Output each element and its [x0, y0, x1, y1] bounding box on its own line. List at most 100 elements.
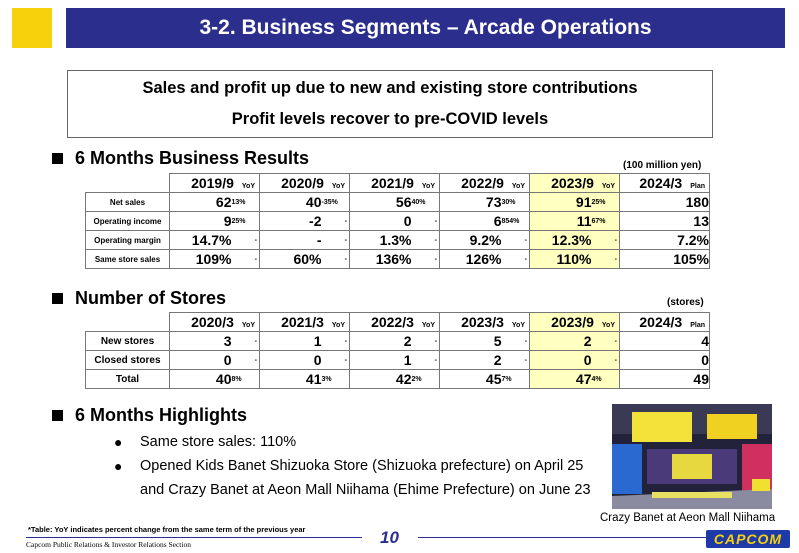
results-heading-text: 6 Months Business Results — [75, 148, 310, 168]
value-cell: 56 — [349, 192, 412, 212]
value-cell: 47 — [529, 369, 592, 389]
period-header-cell: 2024/3 Plan — [619, 173, 710, 193]
plan-label: Plan — [690, 183, 705, 190]
corner-square — [12, 8, 52, 48]
value-cell: 109% — [169, 249, 232, 269]
page-title: 3-2. Business Segments – Arcade Operatio… — [66, 8, 785, 48]
yoy-cell: 25% — [231, 211, 260, 231]
yoy-cell: - — [411, 350, 440, 370]
period-label: 2022/9 — [461, 175, 504, 191]
period-header-cell: 2023/9 YoY — [529, 312, 620, 332]
value-cell: 126% — [439, 249, 502, 269]
period-label: 2023/3 — [461, 314, 504, 330]
yoy-cell: - — [591, 230, 620, 250]
value-cell: 110% — [529, 249, 592, 269]
yoy-cell: - — [411, 331, 440, 351]
period-label: 2023/9 — [551, 175, 594, 191]
yoy-cell: 25% — [591, 192, 620, 212]
yoy-cell: - — [591, 350, 620, 370]
period-label: 2020/3 — [191, 314, 234, 330]
value-cell: 14.7% — [169, 230, 232, 250]
yoy-cell: 8% — [231, 369, 260, 389]
stores-table: 2020/3 YoY 2021/3 YoY 2022/3 YoY 2023/3 YoY 2023… — [85, 312, 710, 389]
plan-value-cell: 7.2% — [619, 230, 710, 250]
bullet-dot-icon: ● — [114, 434, 123, 450]
table-row: Operating margin 14.7% - - -1.3% -9.2% -12.3% -… — [85, 230, 710, 250]
yoy-cell: - — [411, 249, 440, 269]
table-row: Net sales 62 13% 40 -35% 56 40% 73 30% 91 25% 180 — [85, 192, 710, 212]
yoy-cell: - — [231, 350, 260, 370]
value-cell: 45 — [439, 369, 502, 389]
value-cell: 41 — [259, 369, 322, 389]
photo-caption: Crazy Banet at Aeon Mall Niihama — [600, 512, 776, 524]
period-label: 2021/9 — [371, 175, 414, 191]
period-header-cell: 2021/3 YoY — [259, 312, 350, 332]
yoy-cell: 4% — [591, 369, 620, 389]
value-cell: 2 — [349, 331, 412, 351]
value-cell: 91 — [529, 192, 592, 212]
value-cell: 5 — [439, 331, 502, 351]
row-label: Total — [85, 369, 170, 389]
yoy-cell: - — [411, 211, 440, 231]
results-table: 2019/9 YoY 2020/9 YoY 2021/9 YoY 2022/9 YoY 2023… — [85, 173, 710, 269]
value-cell: 42 — [349, 369, 412, 389]
store-photo-image — [612, 404, 772, 509]
period-header-cell: 2019/9 YoY — [169, 173, 260, 193]
results-header-row: 2019/9 YoY 2020/9 YoY 2021/9 YoY 2022/9 YoY 2023… — [85, 173, 710, 193]
period-header-cell: 2020/3 YoY — [169, 312, 260, 332]
value-cell: 0 — [349, 211, 412, 231]
period-label: 2022/3 — [371, 314, 414, 330]
summary-box: Sales and profit up due to new and exist… — [67, 70, 713, 138]
yoy-cell: - — [321, 331, 350, 351]
value-cell: 3 — [169, 331, 232, 351]
highlights-heading: 6 Months Highlights — [52, 405, 247, 426]
page-number: 10 — [380, 528, 399, 547]
yoy-label: YoY — [241, 183, 255, 190]
row-label: New stores — [85, 331, 170, 351]
value-cell: 6 — [439, 211, 502, 231]
table-row: New stores 3-1-2-5-2-4 — [85, 331, 710, 351]
yoy-cell: -35% — [321, 192, 350, 212]
yoy-cell: - — [231, 331, 260, 351]
value-cell: 62 — [169, 192, 232, 212]
value-cell: 2 — [439, 350, 502, 370]
plan-value-cell: 105% — [619, 249, 710, 269]
table-row: Operating income 9 25% -2-0-6 854% 11 67% 13 — [85, 211, 710, 231]
value-cell: 0 — [169, 350, 232, 370]
plan-value-cell: 4 — [619, 331, 710, 351]
value-cell: 1.3% — [349, 230, 412, 250]
table-row: Closed stores 0-0-1-2-0-0 — [85, 350, 710, 370]
plan-label: Plan — [690, 322, 705, 329]
table-corner-cell — [85, 312, 170, 332]
yoy-cell: - — [321, 211, 350, 231]
list-item-text: Same store sales: 110% — [140, 434, 297, 450]
value-cell: 0 — [259, 350, 322, 370]
capcom-logo: CAPCOM — [706, 530, 790, 548]
value-cell: 40 — [169, 369, 232, 389]
yoy-cell: 854% — [501, 211, 530, 231]
period-header-cell: 2020/9 YoY — [259, 173, 350, 193]
row-label: Net sales — [85, 192, 170, 212]
period-header-cell: 2024/3 Plan — [619, 312, 710, 332]
summary-line-1: Sales and profit up due to new and exist… — [142, 79, 638, 97]
value-cell: 40 — [259, 192, 322, 212]
yoy-label: YoY — [421, 183, 435, 190]
row-label: Operating income — [85, 211, 170, 231]
row-label: Closed stores — [85, 350, 170, 370]
yoy-label: YoY — [511, 322, 525, 329]
list-item-text: Opened Kids Banet Shizuoka Store (Shizuo… — [140, 458, 591, 498]
plan-value-cell: 49 — [619, 369, 710, 389]
yoy-cell: - — [231, 230, 260, 250]
value-cell: 1 — [349, 350, 412, 370]
row-label: Operating margin — [85, 230, 170, 250]
value-cell: 60% — [259, 249, 322, 269]
period-label: 2021/3 — [281, 314, 324, 330]
value-cell: 9.2% — [439, 230, 502, 250]
yoy-label: YoY — [331, 322, 345, 329]
period-header-cell: 2021/9 YoY — [349, 173, 440, 193]
yoy-label: YoY — [511, 183, 525, 190]
department-label: Capcom Public Relations & Investor Relat… — [26, 540, 191, 549]
yoy-cell: - — [321, 350, 350, 370]
period-label: 2024/3 — [639, 314, 683, 330]
value-cell: 73 — [439, 192, 502, 212]
